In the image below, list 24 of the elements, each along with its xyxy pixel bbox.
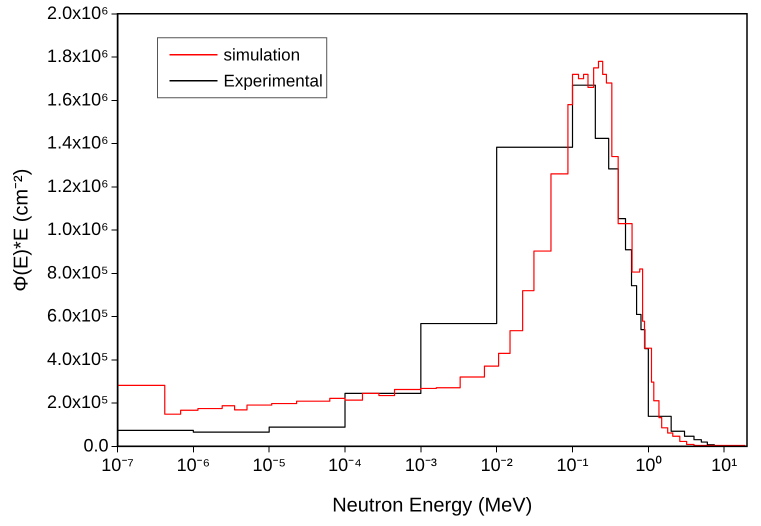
- x-tick-label: 10¹: [711, 455, 738, 476]
- x-tick-label: 10⁻²: [480, 455, 513, 476]
- y-tick-label: 1.4x10⁶: [47, 132, 109, 153]
- y-axis-title: Φ(E)*E (cm⁻²): [10, 168, 33, 292]
- x-axis-title: Neutron Energy (MeV): [332, 494, 532, 517]
- x-tick-label: 10⁻⁷: [101, 455, 134, 476]
- x-tick-label: 10⁰: [635, 455, 662, 476]
- legend-label: Experimental: [224, 71, 323, 90]
- x-tick-label: 10⁻³: [404, 455, 437, 476]
- y-tick-label: 1.8x10⁶: [47, 46, 109, 66]
- y-tick-label: 6.0x10⁵: [46, 306, 109, 326]
- y-tick-label: 0.0: [83, 435, 109, 456]
- x-tick-label: 10⁻⁵: [252, 455, 286, 476]
- y-tick-label: 4.0x10⁵: [46, 348, 109, 369]
- y-tick-label: 8.0x10⁵: [46, 262, 109, 282]
- y-tick-label: 2.0x10⁶: [47, 2, 109, 23]
- y-tick-label: 1.2x10⁶: [47, 176, 109, 196]
- legend-label: simulation: [224, 45, 300, 64]
- x-tick-label: 10⁻⁶: [176, 455, 210, 476]
- x-tick-label: 10⁻⁴: [328, 455, 362, 476]
- y-tick-label: 1.0x10⁶: [47, 219, 109, 240]
- y-tick-label: 2.0x10⁵: [46, 392, 109, 412]
- x-tick-label: 10⁻¹: [556, 455, 589, 476]
- y-tick-label: 1.6x10⁶: [47, 89, 109, 110]
